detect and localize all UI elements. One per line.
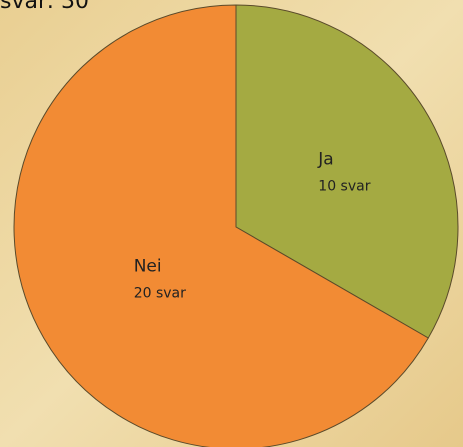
- slice-label: Nei: [134, 256, 162, 276]
- slice-value-label: 10 svar: [318, 179, 370, 195]
- pie-slice: [235, 4, 459, 339]
- chart-title: svar: 30: [0, 0, 89, 14]
- pie-slice: [13, 4, 429, 447]
- slice-value-label: 20 svar: [134, 285, 186, 301]
- slice-label: Ja: [317, 150, 333, 170]
- pie: [13, 4, 459, 447]
